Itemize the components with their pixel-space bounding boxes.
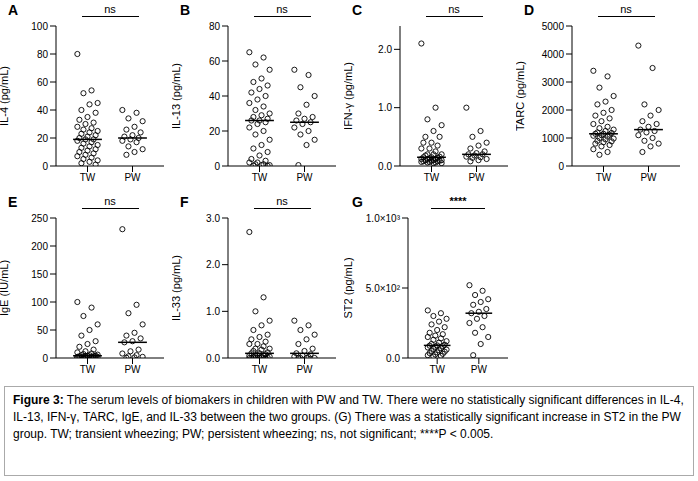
svg-text:2.0: 2.0 <box>206 259 220 270</box>
html-text:C: C <box>352 2 363 18</box>
svg-text:0: 0 <box>558 161 564 172</box>
html-text:B: B <box>180 2 191 18</box>
svg-text:20: 20 <box>37 133 49 144</box>
svg-text:ST2 (pg/mL): ST2 (pg/mL) <box>344 257 354 318</box>
svg-text:250: 250 <box>31 213 48 224</box>
svg-text:TW: TW <box>429 364 445 375</box>
svg-text:0: 0 <box>42 161 48 172</box>
html-text:D: D <box>524 2 535 18</box>
svg-text:60: 60 <box>209 56 221 67</box>
svg-text:IFN-γ (pg/mL): IFN-γ (pg/mL) <box>344 62 354 130</box>
svg-text:100: 100 <box>31 21 48 32</box>
html-text:F: F <box>180 194 189 210</box>
svg-text:TW: TW <box>80 172 96 183</box>
html-text:E: E <box>8 194 18 210</box>
svg-text:IL-33 (pg/mL): IL-33 (pg/mL) <box>172 255 182 321</box>
svg-text:200: 200 <box>31 241 48 252</box>
svg-text:3000: 3000 <box>542 77 565 88</box>
svg-text:40: 40 <box>209 91 221 102</box>
html-text:ns: ns <box>620 3 632 15</box>
svg-text:0.0: 0.0 <box>386 353 400 364</box>
svg-text:PW: PW <box>296 364 313 375</box>
svg-text:50: 50 <box>37 325 49 336</box>
svg-text:TW: TW <box>252 172 268 183</box>
svg-text:TW: TW <box>252 364 268 375</box>
svg-text:1000: 1000 <box>542 133 565 144</box>
svg-text:0.0: 0.0 <box>378 161 392 172</box>
svg-text:IgE (IU/mL): IgE (IU/mL) <box>8 260 10 316</box>
svg-text:40: 40 <box>37 105 49 116</box>
svg-text:5000: 5000 <box>542 21 565 32</box>
html-text:ns: ns <box>104 195 116 207</box>
svg-text:1.0: 1.0 <box>206 306 220 317</box>
svg-text:IL-13 (pg/mL): IL-13 (pg/mL) <box>172 63 182 129</box>
svg-text:PW: PW <box>471 364 488 375</box>
svg-text:150: 150 <box>31 269 48 280</box>
html-text:ns: ns <box>448 3 460 15</box>
svg-text:PW: PW <box>640 172 657 183</box>
html-text:ns: ns <box>276 195 288 207</box>
svg-text:2000: 2000 <box>542 105 565 116</box>
svg-text:TW: TW <box>80 364 96 375</box>
svg-text:4000: 4000 <box>542 49 565 60</box>
svg-text:2.0: 2.0 <box>378 44 392 55</box>
html-text:G: G <box>352 194 363 210</box>
svg-text:5.0×10²: 5.0×10² <box>366 283 401 294</box>
svg-text:3.0: 3.0 <box>206 213 220 224</box>
svg-text:PW: PW <box>296 172 313 183</box>
html-text:A: A <box>8 2 19 18</box>
html-text:ns: ns <box>104 3 116 15</box>
svg-text:20: 20 <box>209 126 221 137</box>
svg-text:80: 80 <box>209 21 221 32</box>
html-text:Figure 3: The serum levels of: Figure 3: The serum levels of biomakers … <box>13 393 684 441</box>
svg-text:0: 0 <box>42 353 48 364</box>
svg-text:1.0×10³: 1.0×10³ <box>366 213 401 224</box>
svg-text:PW: PW <box>124 172 141 183</box>
svg-text:PW: PW <box>468 172 485 183</box>
svg-text:1.0: 1.0 <box>378 102 392 113</box>
svg-text:TW: TW <box>596 172 612 183</box>
svg-text:80: 80 <box>37 49 49 60</box>
svg-text:IL-4 (pg/mL): IL-4 (pg/mL) <box>8 66 10 126</box>
svg-text:PW: PW <box>124 364 141 375</box>
html-text:ns: ns <box>276 3 288 15</box>
svg-text:0.0: 0.0 <box>206 353 220 364</box>
svg-text:100: 100 <box>31 297 48 308</box>
svg-text:TW: TW <box>424 172 440 183</box>
svg-text:TARC (pg/mL): TARC (pg/mL) <box>516 61 526 131</box>
svg-text:60: 60 <box>37 77 49 88</box>
svg-text:0: 0 <box>214 161 220 172</box>
